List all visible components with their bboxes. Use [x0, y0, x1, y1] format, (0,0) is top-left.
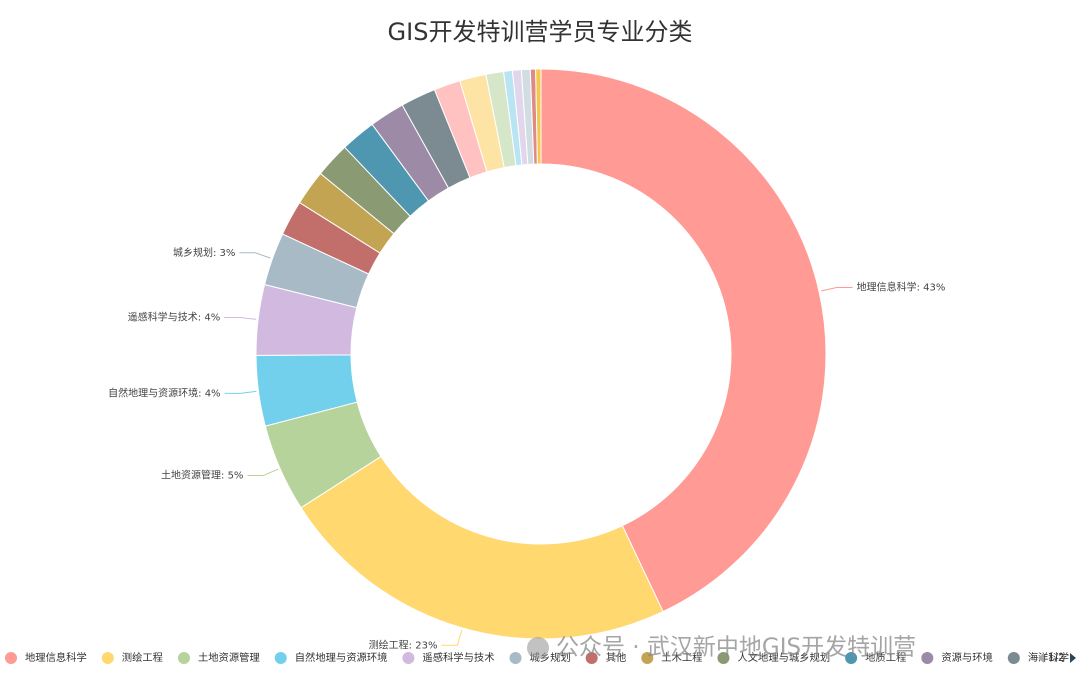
label-line: [820, 287, 853, 292]
legend-icon: [509, 652, 522, 664]
label-line: [247, 468, 279, 477]
legend-label: 测绘工程: [122, 651, 163, 664]
pager-prev: [1038, 653, 1044, 663]
legend-icon: [921, 652, 934, 664]
legend-icon: [585, 652, 598, 664]
legend-label: 遥感科学与技术: [422, 651, 494, 664]
legend-label: 人文地理与城乡规划: [737, 651, 830, 664]
legend-label: 土木工程: [661, 651, 702, 664]
legend-icon: [5, 652, 17, 664]
label-line: [224, 316, 257, 320]
chart-title: GIS开发特训营学员专业分类: [388, 18, 693, 46]
legend-label: 地质工程: [865, 651, 906, 664]
legend-icon: [845, 652, 858, 664]
legend-label: 土地资源管理: [198, 651, 260, 664]
legend-icon: [641, 652, 654, 664]
data-label: 城乡规划: 3%: [173, 246, 235, 259]
data-label: 自然地理与资源环境: 4%: [108, 386, 220, 399]
data-label: 地理信息科学: 43%: [857, 281, 946, 294]
slice: [540, 68, 827, 613]
label-line: [441, 629, 463, 646]
legend-label: 地理信息科学: [25, 651, 87, 664]
legend-label: 海洋科学: [1028, 651, 1069, 664]
legend-icon: [717, 652, 730, 664]
legend-label: 资源与环境: [941, 651, 992, 664]
slice: [300, 455, 664, 640]
legend-icon: [1007, 652, 1020, 664]
legend-page: 1/2: [1048, 652, 1065, 664]
legend-icon: [402, 652, 415, 664]
legend-icon: [177, 652, 190, 664]
label-line: [224, 390, 257, 394]
watermark: 公众号 · 武汉新中地GIS开发特训营: [556, 635, 916, 661]
watermark-icon: [527, 637, 549, 659]
legend-label: 其他: [606, 651, 627, 664]
data-label: 土地资源管理: 5%: [161, 469, 243, 482]
data-label: 遥感科学与技术: 4%: [128, 310, 220, 323]
label-line: [239, 252, 271, 259]
legend-label: 自然地理与资源环境: [295, 651, 388, 664]
data-label: 测绘工程: 23%: [369, 638, 438, 651]
legend-icon: [274, 652, 287, 664]
slice: [535, 68, 542, 165]
pager-next: [1070, 653, 1076, 663]
legend-icon: [101, 652, 114, 664]
